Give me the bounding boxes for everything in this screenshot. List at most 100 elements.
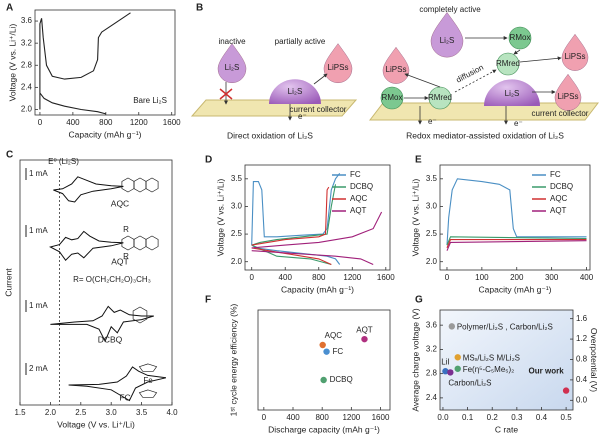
y-tick-label: 2.8 <box>426 369 438 378</box>
x-axis-label: Capacity (mAh g⁻¹) <box>479 284 552 294</box>
x-tick-label: 1600 <box>372 413 390 422</box>
data-line <box>446 239 587 249</box>
li2s-particle <box>484 79 540 106</box>
droplet <box>382 46 410 84</box>
diagram-label: Li₂S <box>288 87 303 96</box>
molecule <box>121 235 135 251</box>
point-label: Carbon/Li₂S <box>448 379 491 388</box>
legend-label: AQC <box>350 194 368 203</box>
y2-tick-label: 0.0 <box>576 395 588 404</box>
diagram-label: RMox <box>510 33 531 42</box>
droplet <box>561 33 589 71</box>
y-tick-label: 3.6 <box>21 16 33 25</box>
diagram-label: Li₂S <box>225 63 240 72</box>
x-tick-label: 0.4 <box>536 413 548 422</box>
point-label: Fe(η⁵-C₅Me₅)₂ <box>463 365 515 374</box>
y-tick-label: 2.5 <box>426 229 438 238</box>
x-tick-label: 400 <box>66 118 80 127</box>
data-point <box>320 376 327 384</box>
cv-curve <box>50 305 154 343</box>
data-line <box>446 240 587 251</box>
molecule <box>145 235 159 251</box>
diagram-label: Li₂S <box>505 89 520 98</box>
data-line <box>251 211 383 266</box>
panel-label: D <box>205 155 212 166</box>
arrow <box>313 73 328 85</box>
diagram-label: Redox mediator-assisted oxidation of Li₂… <box>406 130 564 140</box>
scale-bar-label: 1 mA <box>29 169 48 178</box>
structure-label: R= O(CH₂CH₂O)₃CH₃ <box>73 275 151 284</box>
data-point <box>448 323 456 330</box>
y-tick-label: 2.0 <box>231 257 243 266</box>
x-tick-label: 0 <box>38 118 43 127</box>
x-tick-label: 800 <box>99 118 113 127</box>
li2s-particle <box>269 79 321 104</box>
legend-label: AQT <box>550 206 567 215</box>
legend-label: FC <box>550 170 561 179</box>
x-tick-label: 400 <box>286 413 300 422</box>
x-tick-label: 1.5 <box>14 408 26 417</box>
panel-label: G <box>415 295 423 306</box>
droplet <box>323 43 353 83</box>
y2-tick-label: 1.2 <box>576 334 588 343</box>
diagram-label: e⁻ <box>298 112 307 121</box>
x-tick-label: 0 <box>249 273 254 282</box>
y-axis-label: Average charge voltage (V) <box>410 308 420 411</box>
diagram-label: diffusion <box>455 63 485 85</box>
cv-curve <box>53 176 124 203</box>
y-tick-label: 2.0 <box>426 257 438 266</box>
diagram-label: e⁻ <box>514 119 523 128</box>
diagram-label: LiPSs <box>386 65 407 74</box>
x-tick-label: 2.0 <box>45 408 57 417</box>
point-label: AQC <box>325 331 343 340</box>
point-label: FC <box>333 347 344 356</box>
x-tick-label: 1600 <box>377 273 395 282</box>
point-label: AQT <box>356 325 373 334</box>
x-tick-label: 400 <box>580 273 594 282</box>
data-line <box>446 178 587 246</box>
x-tick-label: 400 <box>279 273 293 282</box>
x-tick-label: 800 <box>315 413 329 422</box>
x-tick-label: 0 <box>445 273 450 282</box>
arrow <box>519 56 562 63</box>
droplet <box>430 11 464 58</box>
point-label: MSₓ/Li₂S M/Li₂S <box>463 353 520 362</box>
x-tick-label: 0.3 <box>511 413 523 422</box>
y-axis-label: Voltage (V vs. Li⁺/Li) <box>7 23 17 101</box>
diagram-label: LiPSs <box>558 92 579 101</box>
x-tick-label: 0 <box>262 413 267 422</box>
panel-label: E <box>415 155 422 166</box>
x-tick-label: 1200 <box>130 118 148 127</box>
scale-bar-label: 2 mA <box>29 364 48 373</box>
legend-label: DCBQ <box>350 182 373 191</box>
cross <box>219 88 233 100</box>
series-label: AQC <box>111 198 129 208</box>
diagram-label: Direct oxidation of Li₂S <box>227 130 313 140</box>
y-tick-label: 2.0 <box>21 105 33 114</box>
y-tick-label: 3.5 <box>231 174 243 183</box>
x-tick-label: 2.5 <box>75 408 87 417</box>
x-axis-label: C rate <box>495 424 518 434</box>
diagram-label: current collector <box>290 105 347 114</box>
x-tick-label: 0.2 <box>487 413 499 422</box>
molecule <box>138 389 158 398</box>
structure-label: R <box>123 252 129 261</box>
y2-axis-label: Overpotential (V) <box>589 328 599 392</box>
diagram-label: e⁻ <box>428 117 437 126</box>
annotation: Bare Li₂S <box>133 96 167 105</box>
y2-tick-label: 0.4 <box>576 375 588 384</box>
legend-label: AQT <box>350 206 367 215</box>
legend-label: DCBQ <box>550 182 573 191</box>
y-axis-label: Current <box>3 268 13 297</box>
panel-label: A <box>6 3 13 14</box>
molecule <box>121 177 135 193</box>
data-point <box>562 387 570 394</box>
point-label: Polymer/Li₂S , Carbon/Li₂S <box>457 322 553 331</box>
plot-frame <box>19 159 173 406</box>
x-tick-label: 3.0 <box>106 408 118 417</box>
x-tick-label: 4.0 <box>166 408 178 417</box>
data-line <box>251 186 332 266</box>
x-tick-label: 3.5 <box>136 408 148 417</box>
molecule <box>133 235 147 251</box>
x-tick-label: 0.0 <box>437 413 449 422</box>
